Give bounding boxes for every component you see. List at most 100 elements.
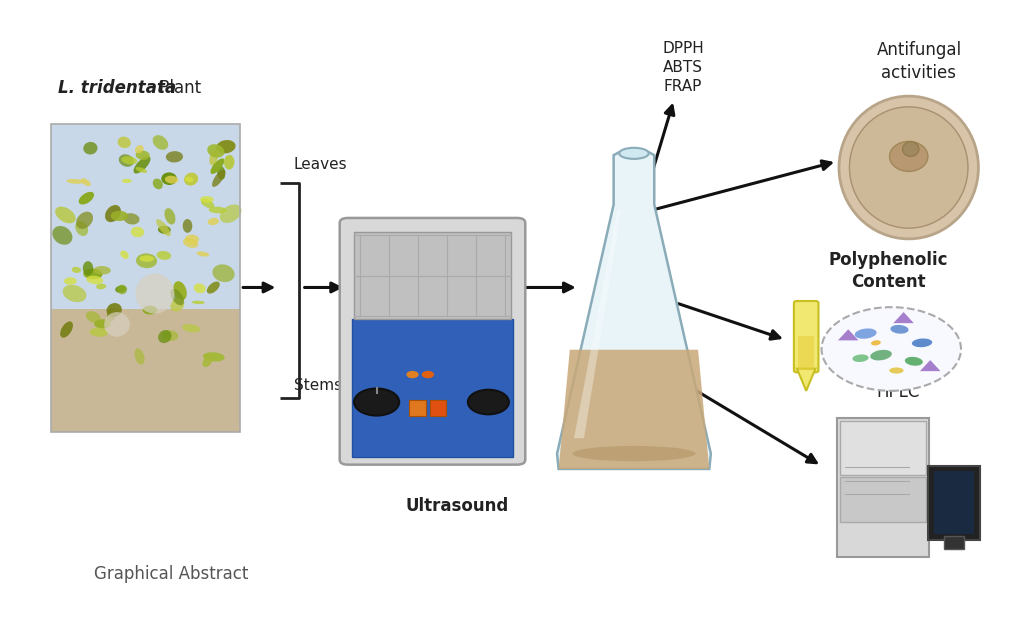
Ellipse shape bbox=[158, 330, 172, 343]
Polygon shape bbox=[893, 312, 914, 323]
Ellipse shape bbox=[573, 446, 696, 461]
Ellipse shape bbox=[200, 196, 214, 203]
Ellipse shape bbox=[171, 298, 184, 311]
Ellipse shape bbox=[134, 156, 150, 174]
Ellipse shape bbox=[86, 311, 101, 323]
Ellipse shape bbox=[95, 320, 111, 329]
Text: Leaves: Leaves bbox=[294, 157, 347, 172]
Polygon shape bbox=[920, 360, 941, 371]
Ellipse shape bbox=[136, 167, 147, 173]
Ellipse shape bbox=[216, 140, 235, 153]
Ellipse shape bbox=[220, 205, 242, 223]
Ellipse shape bbox=[217, 166, 225, 180]
Ellipse shape bbox=[83, 261, 94, 276]
Ellipse shape bbox=[184, 172, 198, 185]
Ellipse shape bbox=[86, 276, 103, 284]
Circle shape bbox=[468, 390, 509, 414]
Ellipse shape bbox=[182, 324, 200, 332]
Ellipse shape bbox=[76, 211, 94, 229]
FancyBboxPatch shape bbox=[352, 320, 513, 457]
Ellipse shape bbox=[889, 142, 928, 171]
Ellipse shape bbox=[210, 150, 218, 166]
Ellipse shape bbox=[75, 221, 88, 236]
Ellipse shape bbox=[63, 285, 86, 302]
Ellipse shape bbox=[153, 179, 162, 189]
Ellipse shape bbox=[156, 251, 171, 260]
Ellipse shape bbox=[849, 107, 968, 228]
Ellipse shape bbox=[105, 205, 121, 222]
Ellipse shape bbox=[203, 352, 225, 362]
Ellipse shape bbox=[135, 349, 145, 365]
Ellipse shape bbox=[890, 325, 909, 334]
Ellipse shape bbox=[123, 213, 140, 224]
Ellipse shape bbox=[166, 151, 183, 163]
Ellipse shape bbox=[120, 250, 128, 259]
Ellipse shape bbox=[117, 285, 127, 294]
Text: Stems: Stems bbox=[294, 378, 341, 394]
Text: L. tridentata: L. tridentata bbox=[58, 78, 176, 97]
FancyBboxPatch shape bbox=[50, 124, 241, 432]
Ellipse shape bbox=[208, 218, 219, 225]
Circle shape bbox=[421, 371, 434, 378]
FancyBboxPatch shape bbox=[837, 418, 929, 557]
Ellipse shape bbox=[143, 306, 157, 315]
Ellipse shape bbox=[67, 179, 84, 184]
Text: Polyphenolic
Content: Polyphenolic Content bbox=[829, 250, 948, 290]
Ellipse shape bbox=[158, 226, 171, 234]
Ellipse shape bbox=[889, 368, 904, 374]
Ellipse shape bbox=[209, 206, 226, 213]
Ellipse shape bbox=[136, 150, 150, 160]
Ellipse shape bbox=[135, 145, 144, 153]
FancyBboxPatch shape bbox=[934, 471, 974, 534]
FancyBboxPatch shape bbox=[840, 421, 926, 475]
Ellipse shape bbox=[131, 227, 144, 237]
Ellipse shape bbox=[83, 269, 103, 279]
Ellipse shape bbox=[72, 267, 81, 273]
Ellipse shape bbox=[119, 154, 134, 167]
Ellipse shape bbox=[121, 156, 138, 164]
Ellipse shape bbox=[107, 303, 122, 317]
Ellipse shape bbox=[79, 192, 95, 205]
FancyBboxPatch shape bbox=[928, 465, 980, 540]
Ellipse shape bbox=[153, 135, 169, 150]
Ellipse shape bbox=[104, 312, 130, 337]
Polygon shape bbox=[574, 211, 621, 438]
Ellipse shape bbox=[212, 169, 225, 187]
Ellipse shape bbox=[156, 219, 171, 236]
Ellipse shape bbox=[871, 350, 892, 360]
Polygon shape bbox=[797, 369, 815, 391]
Ellipse shape bbox=[912, 339, 932, 347]
Ellipse shape bbox=[52, 226, 72, 245]
Ellipse shape bbox=[871, 340, 881, 345]
Ellipse shape bbox=[83, 142, 98, 154]
Ellipse shape bbox=[211, 158, 224, 174]
FancyBboxPatch shape bbox=[840, 476, 926, 522]
FancyBboxPatch shape bbox=[794, 301, 818, 373]
Ellipse shape bbox=[115, 286, 126, 293]
Polygon shape bbox=[838, 329, 858, 341]
Ellipse shape bbox=[196, 252, 209, 256]
Circle shape bbox=[354, 389, 399, 415]
FancyBboxPatch shape bbox=[339, 218, 525, 465]
Ellipse shape bbox=[164, 208, 176, 224]
Ellipse shape bbox=[64, 277, 77, 285]
Ellipse shape bbox=[171, 289, 184, 305]
FancyBboxPatch shape bbox=[944, 536, 964, 549]
Ellipse shape bbox=[224, 154, 234, 170]
Ellipse shape bbox=[194, 284, 206, 294]
Ellipse shape bbox=[136, 253, 157, 268]
Ellipse shape bbox=[619, 148, 649, 159]
Bar bbox=[409, 400, 426, 416]
Ellipse shape bbox=[121, 179, 132, 183]
Circle shape bbox=[406, 371, 418, 378]
Ellipse shape bbox=[207, 282, 220, 294]
FancyBboxPatch shape bbox=[354, 232, 511, 320]
Ellipse shape bbox=[213, 265, 234, 282]
Ellipse shape bbox=[94, 266, 111, 274]
Ellipse shape bbox=[183, 238, 198, 248]
Ellipse shape bbox=[174, 281, 187, 300]
Ellipse shape bbox=[140, 255, 154, 262]
Text: Ultrasound: Ultrasound bbox=[406, 497, 509, 515]
FancyBboxPatch shape bbox=[798, 336, 814, 370]
Ellipse shape bbox=[905, 357, 923, 366]
